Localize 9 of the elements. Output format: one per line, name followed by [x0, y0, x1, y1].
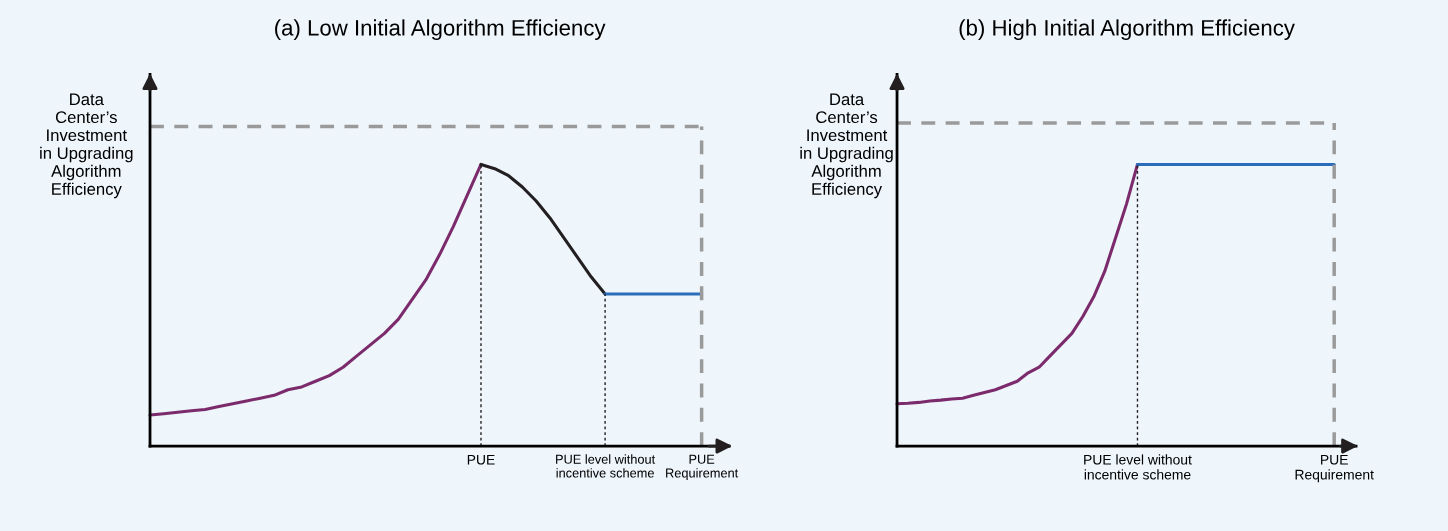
x-tick-label: PUE Requirement — [666, 454, 739, 481]
y-axis-title: Data Center’s Investment in Upgrading Algorithm Efficiency — [800, 93, 893, 199]
x-tick-label: PUE level without incentive scheme — [1084, 454, 1192, 480]
chart-title: (b) High Initial Algorithm Efficiency — [959, 19, 1295, 41]
x-tick-label: PUE Requirement — [1295, 454, 1374, 483]
y-axis-title: Data Center’s Investment in Upgrading Algorithm Efficiency — [40, 93, 133, 199]
x-tick-label: PUE level without incentive scheme — [556, 454, 656, 478]
x-tick-label: PUE — [467, 454, 495, 465]
chart-title: (a) Low Initial Algorithm Efficiency — [275, 19, 606, 41]
